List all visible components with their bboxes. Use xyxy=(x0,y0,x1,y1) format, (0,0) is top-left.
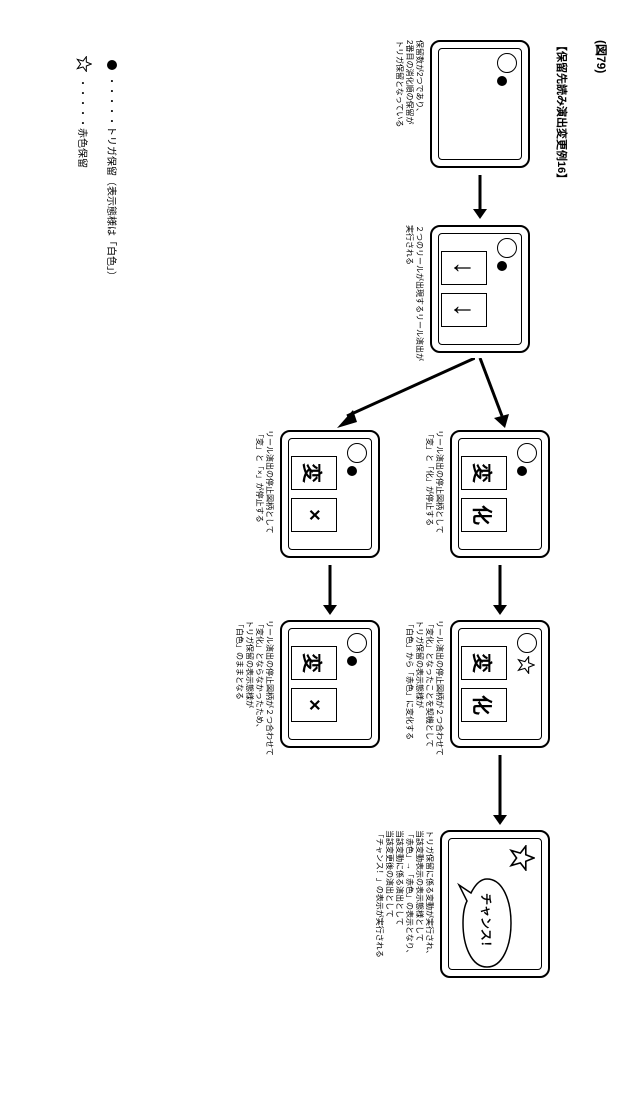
arrow-2-3b xyxy=(335,358,475,428)
dot-icon xyxy=(108,60,118,70)
screen-2: ↓ ↓ xyxy=(430,225,530,353)
caption-2: ２つのリールが出現するリール演出が 実行される xyxy=(404,225,424,361)
reel-row: 変 × xyxy=(291,646,337,722)
hold-large-icon xyxy=(497,238,517,258)
caption-3b: リール演出の停止図柄として 「変」と「×」が停止する xyxy=(254,430,274,534)
star-icon xyxy=(517,656,535,674)
caption-4b: リール演出の停止図柄が２つ合わせて 「変化」とならなかったため、 トリガ保留の表… xyxy=(234,620,274,756)
speech-bubble: チャンス！ xyxy=(455,875,513,971)
hold-trigger-icon xyxy=(347,466,357,476)
screen-4a: 変 化 xyxy=(450,620,550,748)
hold-row xyxy=(497,53,517,86)
caption-3a: リール演出の停止図柄として 「変」と「化」が停止する xyxy=(424,430,444,534)
hold-large-icon xyxy=(347,633,367,653)
hold-trigger-icon xyxy=(347,656,357,666)
screen-1 xyxy=(430,40,530,168)
star-icon xyxy=(507,845,535,871)
reel-2: ↓ xyxy=(441,293,487,327)
hold-trigger-icon xyxy=(497,76,507,86)
reel-row: 変 × xyxy=(291,456,337,532)
screen-3a: 変 化 xyxy=(450,430,550,558)
arrow-3a-4a xyxy=(490,565,510,615)
hold-row xyxy=(347,443,367,476)
hold-row xyxy=(517,633,537,674)
hold-trigger-icon xyxy=(517,466,527,476)
reel-2: 化 xyxy=(461,688,507,722)
screen-5: チャンス！ xyxy=(440,830,550,978)
arrow-4a-5 xyxy=(490,755,510,825)
hold-large-icon xyxy=(517,443,537,463)
caption-5: トリガ保留に係る変動が実行され、 当該変動表示の表示態様として 「赤色」→「赤色… xyxy=(374,830,434,958)
hold-row xyxy=(517,443,537,476)
caption-1: 保留数が2つであり、 2番目の消化順の保留が トリガ保留となっている xyxy=(394,40,424,127)
hold-large-icon xyxy=(347,443,367,463)
reel-1: 変 xyxy=(461,646,507,680)
reel-1: ↓ xyxy=(441,251,487,285)
bubble-text: チャンス！ xyxy=(478,875,495,971)
screen-4b: 変 × xyxy=(280,620,380,748)
legend-text-2: ・・・・・赤色保留 xyxy=(77,78,92,168)
caption-4a: リール演出の停止図柄が２つ合わせて 「変化」となったことを契機として トリガ保留… xyxy=(404,620,444,756)
legend-trigger: ・・・・・トリガ保留（表示態様は「白色」） xyxy=(105,60,120,281)
hold-trigger-icon xyxy=(497,261,507,271)
reel-row: 変 化 xyxy=(461,456,507,532)
hold-row xyxy=(497,238,517,271)
figure-number: (図79) xyxy=(593,40,610,73)
legend-text-1: ・・・・・トリガ保留（表示態様は「白色」） xyxy=(105,76,120,281)
legend-red: ・・・・・赤色保留 xyxy=(76,56,92,168)
section-title: 【保留先読み演出変更例16】 xyxy=(554,40,570,184)
arrow-1-2 xyxy=(470,175,490,219)
reel-row: ↓ ↓ xyxy=(441,251,487,327)
reel-row: 変 化 xyxy=(461,646,507,722)
star-icon xyxy=(76,56,92,72)
arrow-2-3a xyxy=(470,358,510,428)
hold-row xyxy=(347,633,367,666)
reel-1: 変 xyxy=(461,456,507,490)
reel-2: × xyxy=(291,688,337,722)
reel-1: 変 xyxy=(291,456,337,490)
reel-2: × xyxy=(291,498,337,532)
hold-large-icon xyxy=(517,633,537,653)
reel-1: 変 xyxy=(291,646,337,680)
diagram-canvas: (図79) 【保留先読み演出変更例16】 保留数が2つであり、 2番目の消化順の… xyxy=(0,0,640,1116)
arrow-3b-4b xyxy=(320,565,340,615)
reel-2: 化 xyxy=(461,498,507,532)
screen-3b: 変 × xyxy=(280,430,380,558)
hold-large-icon xyxy=(497,53,517,73)
